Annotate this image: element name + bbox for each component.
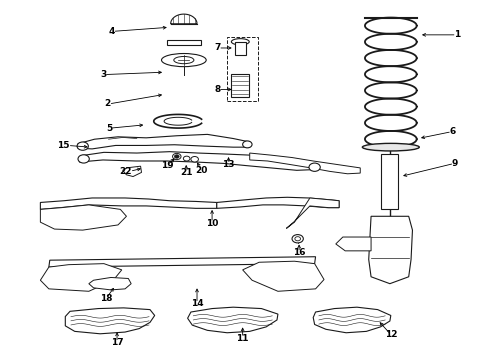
- Text: 20: 20: [196, 166, 208, 175]
- Polygon shape: [243, 261, 324, 291]
- Polygon shape: [336, 237, 371, 251]
- Bar: [227, 37, 258, 100]
- Polygon shape: [368, 216, 413, 284]
- Polygon shape: [89, 278, 131, 290]
- Bar: [235, 42, 246, 55]
- Ellipse shape: [174, 57, 194, 64]
- Text: 6: 6: [450, 127, 456, 136]
- Circle shape: [174, 155, 179, 158]
- Polygon shape: [40, 264, 122, 291]
- Polygon shape: [171, 14, 197, 24]
- Bar: [231, 73, 249, 97]
- Polygon shape: [79, 152, 316, 170]
- Circle shape: [295, 237, 300, 241]
- Text: 16: 16: [293, 248, 305, 257]
- Text: 5: 5: [106, 123, 112, 132]
- Text: 15: 15: [57, 141, 70, 150]
- Circle shape: [183, 156, 190, 161]
- Text: 17: 17: [111, 338, 123, 347]
- Text: 1: 1: [454, 30, 461, 39]
- Polygon shape: [40, 198, 217, 210]
- Circle shape: [292, 235, 303, 243]
- Polygon shape: [250, 153, 360, 174]
- Bar: [381, 154, 398, 210]
- Text: 18: 18: [100, 294, 113, 303]
- Circle shape: [77, 142, 88, 150]
- Bar: [167, 40, 201, 45]
- Text: 10: 10: [206, 219, 218, 228]
- Polygon shape: [313, 307, 391, 333]
- Ellipse shape: [231, 39, 249, 45]
- Polygon shape: [188, 307, 278, 333]
- Text: 12: 12: [385, 330, 397, 339]
- Text: 7: 7: [214, 44, 220, 53]
- Text: 2: 2: [105, 99, 111, 108]
- Circle shape: [191, 157, 198, 162]
- Circle shape: [78, 155, 89, 163]
- Text: 11: 11: [236, 334, 249, 343]
- Circle shape: [309, 163, 320, 171]
- Text: 4: 4: [108, 27, 115, 36]
- Polygon shape: [122, 166, 142, 176]
- Text: 22: 22: [120, 167, 132, 176]
- Ellipse shape: [363, 143, 419, 151]
- Text: 8: 8: [214, 85, 220, 94]
- Polygon shape: [40, 205, 126, 230]
- Polygon shape: [49, 257, 316, 267]
- Text: 13: 13: [222, 160, 235, 169]
- Text: 9: 9: [452, 159, 458, 168]
- Polygon shape: [78, 134, 250, 149]
- Text: 21: 21: [180, 168, 193, 177]
- Text: 14: 14: [191, 299, 203, 308]
- Polygon shape: [65, 308, 155, 334]
- Polygon shape: [286, 198, 339, 228]
- Text: 19: 19: [161, 161, 173, 170]
- Ellipse shape: [162, 54, 206, 67]
- Circle shape: [243, 141, 252, 148]
- Text: 3: 3: [100, 70, 106, 79]
- Polygon shape: [217, 197, 339, 208]
- Circle shape: [172, 153, 181, 159]
